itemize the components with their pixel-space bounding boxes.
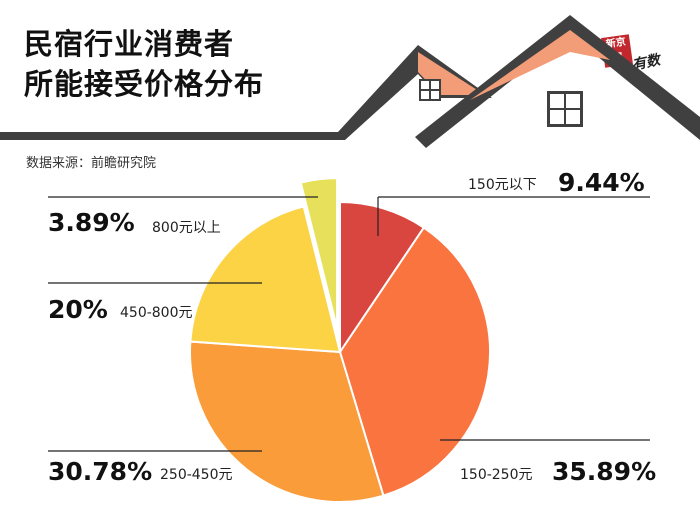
roof-left	[0, 45, 492, 140]
chart-title-line-2: 所能接受价格分布	[24, 67, 265, 101]
label-range-450-800: 450-800元	[120, 305, 193, 321]
label-pct-150-below: 9.44%	[558, 168, 645, 197]
label-pct-250-450: 30.78%	[48, 457, 153, 486]
window-right-icon	[547, 91, 583, 127]
label-range-250-450: 250-450元	[160, 467, 233, 483]
label-pct-150-250: 35.89%	[552, 457, 657, 486]
label-range-150-below: 150元以下	[468, 177, 537, 193]
data-source: 数据来源：前瞻研究院	[26, 156, 157, 171]
label-range-150-250: 150-250元	[460, 467, 533, 483]
window-left-icon	[419, 79, 441, 101]
pie-slices	[189, 177, 491, 503]
roof-right-inner	[470, 30, 610, 100]
pie-slice-150-below	[339, 200, 426, 356]
label-range-800-above: 800元以上	[152, 220, 221, 236]
pie-slice-150-250	[338, 226, 491, 497]
house-illustration	[0, 15, 700, 148]
label-pct-450-800: 20%	[48, 295, 108, 324]
pie-slice-800-above	[299, 177, 339, 329]
chart-title-line-1: 民宿行业消费者	[24, 27, 235, 61]
pie-slice-450-800	[189, 205, 342, 354]
pie-slice-250-450	[189, 340, 385, 503]
label-pct-800-above: 3.89%	[48, 208, 135, 237]
leader-lines	[48, 196, 650, 452]
